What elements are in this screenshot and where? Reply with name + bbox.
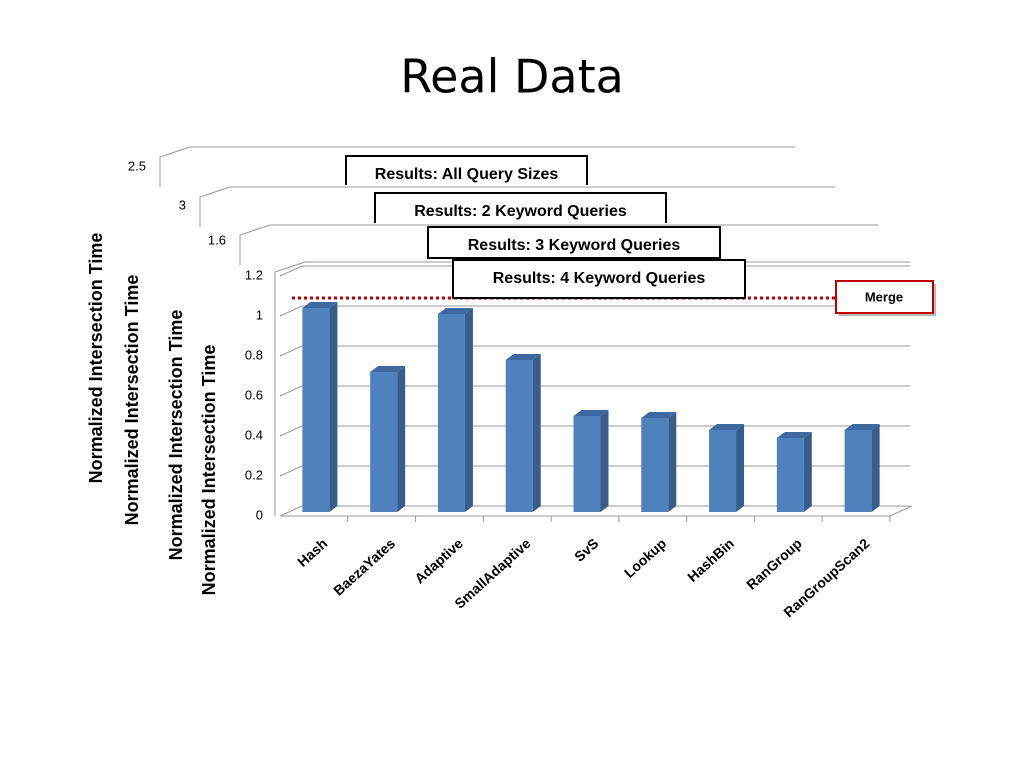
bar bbox=[709, 430, 737, 512]
y-axis-title: Normalized Intersection Time bbox=[86, 233, 106, 484]
grid-line bbox=[279, 425, 910, 437]
reference-label-box bbox=[835, 280, 934, 314]
panel-axis bbox=[159, 146, 191, 187]
x-tick-label: Lookup bbox=[621, 535, 669, 581]
bar bbox=[505, 360, 533, 512]
bar-side bbox=[329, 302, 338, 512]
y-axis-title: Normalized Intersection Time bbox=[199, 345, 219, 596]
x-tick-label: SvS bbox=[571, 535, 601, 565]
bar-side bbox=[871, 424, 880, 512]
chart-title: Results: 2 Keyword Queries bbox=[414, 203, 627, 220]
y-tick-label: 0.8 bbox=[245, 347, 263, 362]
bar-side bbox=[736, 424, 745, 512]
y-tick-label: 0 bbox=[256, 507, 263, 522]
chart-title: Results: 3 Keyword Queries bbox=[468, 237, 681, 254]
y-tick-label: 1.6 bbox=[208, 232, 226, 247]
chart-title: Results: 4 Keyword Queries bbox=[493, 270, 706, 287]
chart-title-box bbox=[427, 226, 721, 259]
bar bbox=[573, 416, 601, 512]
bar bbox=[302, 308, 330, 512]
bar bbox=[641, 418, 669, 512]
bar-top bbox=[641, 412, 677, 418]
slide-title: Real Data bbox=[400, 50, 624, 104]
grid-line bbox=[279, 305, 910, 317]
panel-axis bbox=[274, 261, 306, 516]
chart-title: Results: All Query Sizes bbox=[375, 166, 559, 183]
bar bbox=[844, 430, 872, 512]
y-tick-label: 0.6 bbox=[245, 387, 263, 402]
x-tick-label: RanGroup bbox=[743, 535, 805, 593]
bar-side bbox=[397, 366, 406, 512]
bar-top bbox=[505, 354, 541, 360]
y-tick-label: 3 bbox=[179, 197, 186, 212]
bar bbox=[370, 372, 398, 512]
x-tick-label: Adaptive bbox=[411, 535, 466, 587]
x-tick-label: HashBin bbox=[684, 535, 737, 585]
bar-top bbox=[709, 424, 745, 430]
grid-line bbox=[279, 385, 910, 397]
bar-side bbox=[532, 354, 541, 512]
bar-top bbox=[844, 424, 880, 430]
bar-side bbox=[803, 432, 812, 512]
x-tick-label: BaezaYates bbox=[330, 535, 398, 599]
y-tick-label: 1 bbox=[256, 307, 263, 322]
chart-panel: 0 0.2 0.4 0.6 0.8 1 1.2 Hash BaezaYates Adaptive S… bbox=[245, 259, 1000, 620]
bar-top bbox=[573, 410, 609, 416]
y-tick-label: 1.2 bbox=[245, 267, 263, 282]
chart-title-box bbox=[452, 259, 746, 299]
bar-top bbox=[302, 302, 338, 308]
bar-side bbox=[600, 410, 609, 512]
y-axis-title: Normalized Intersection Time bbox=[122, 275, 142, 526]
bar bbox=[776, 438, 804, 512]
bar-top bbox=[370, 366, 406, 372]
panel-axis bbox=[239, 224, 271, 265]
grid-line bbox=[279, 465, 910, 477]
x-tick-label: Hash bbox=[294, 535, 330, 570]
bar bbox=[437, 314, 465, 512]
chart-title-box bbox=[345, 155, 588, 187]
y-tick-label: 0.2 bbox=[245, 467, 263, 482]
reference-label: Merge bbox=[865, 289, 903, 304]
panel-axis bbox=[199, 186, 231, 227]
bar-side bbox=[464, 308, 473, 512]
bar-top bbox=[437, 308, 473, 314]
grid-line bbox=[279, 345, 910, 357]
grid-line bbox=[279, 505, 910, 517]
chart-title-box bbox=[374, 192, 667, 225]
y-tick-label: 0.4 bbox=[245, 427, 263, 442]
bar-side bbox=[668, 412, 677, 512]
bar-top bbox=[776, 432, 812, 438]
y-tick-label: 2.5 bbox=[128, 158, 146, 173]
y-axis-title: Normalized Intersection Time bbox=[166, 310, 186, 561]
